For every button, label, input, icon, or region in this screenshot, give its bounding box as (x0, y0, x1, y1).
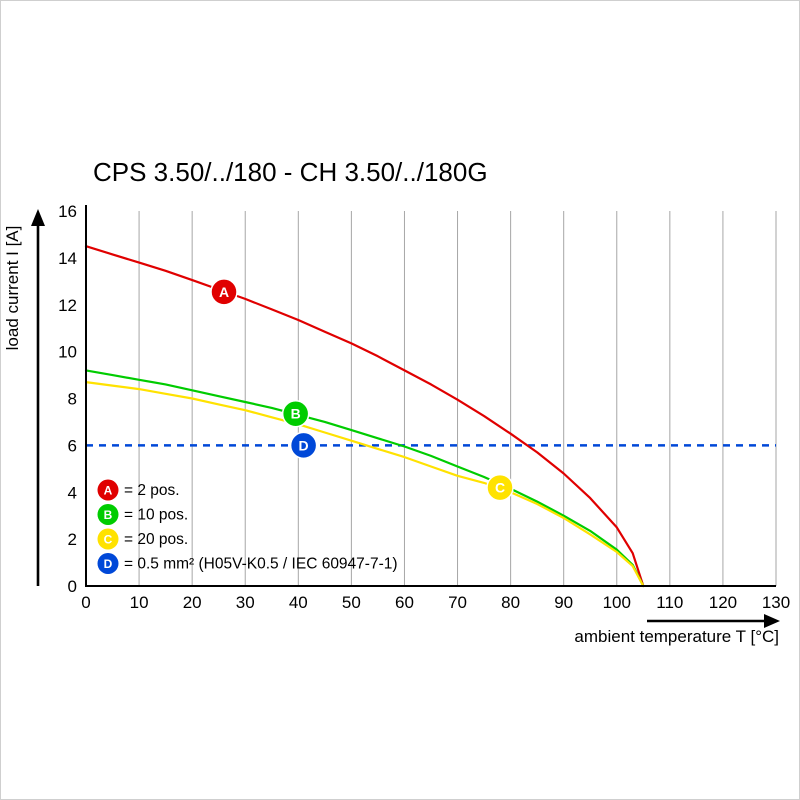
x-tick-label-90: 90 (554, 593, 573, 612)
x-tick-label-40: 40 (289, 593, 308, 612)
y-tick-label-2: 2 (68, 530, 77, 549)
marker-circle-B (281, 399, 310, 428)
y-tick-label-0: 0 (68, 577, 77, 596)
y-axis-label: load current I [A] (3, 226, 22, 351)
legend-label-C: = 20 pos. (124, 531, 188, 548)
legend-swatch-C (97, 528, 119, 550)
x-tick-label-30: 30 (236, 593, 255, 612)
legend-swatch-D (97, 553, 119, 574)
legend-label-A: = 2 pos. (124, 482, 180, 499)
marker-circle-C (486, 473, 514, 502)
marker-letter-B: B (291, 406, 301, 422)
y-tick-label-10: 10 (58, 343, 77, 362)
x-tick-label-0: 0 (81, 593, 90, 612)
x-tick-label-100: 100 (603, 593, 631, 612)
legend-letter-C: C (104, 533, 113, 547)
legend-item-B: B = 10 pos. (97, 504, 188, 525)
x-tick-label-110: 110 (656, 593, 683, 612)
curve-B (84, 369, 645, 588)
legend-letter-A: A (104, 484, 113, 498)
legend-item-D: D = 0.5 mm² (H05V-K0.5 / IEC 60947-7-1) (97, 553, 398, 574)
legend-letter-D: D (104, 557, 113, 571)
y-tick-label-4: 4 (68, 483, 77, 502)
marker-circle-A (210, 278, 238, 306)
y-tick-label-8: 8 (68, 390, 77, 409)
y-tick-label-16: 16 (58, 202, 77, 221)
legend-label-B: = 10 pos. (124, 507, 188, 524)
marker-letter-C: C (495, 480, 505, 496)
legend-item-A: A = 2 pos. (97, 479, 180, 501)
x-tick-label-80: 80 (501, 593, 520, 612)
y-tick-label-12: 12 (58, 296, 77, 315)
curve-C (84, 381, 645, 588)
x-tick-label-60: 60 (395, 593, 414, 612)
marker-letter-D: D (299, 437, 309, 453)
x-tick-label-10: 10 (130, 593, 149, 612)
y-tick-label-14: 14 (58, 249, 77, 268)
legend-swatch-A (97, 479, 119, 501)
marker-A: A (210, 278, 238, 306)
marker-circle-D (289, 431, 318, 460)
legend-swatch-B (97, 504, 119, 525)
legend-letter-B: B (104, 508, 113, 522)
legend-item-C: C = 20 pos. (97, 528, 188, 550)
chart-title: CPS 3.50/../180 - CH 3.50/../180G (93, 157, 488, 187)
x-axis-arrowhead-icon (764, 614, 780, 628)
x-tick-label-70: 70 (448, 593, 467, 612)
x-tick-label-20: 20 (183, 593, 202, 612)
x-tick-label-50: 50 (342, 593, 361, 612)
x-tick-label-120: 120 (709, 593, 737, 612)
y-axis-arrowhead-icon (31, 209, 45, 226)
marker-D: D (289, 431, 318, 460)
x-axis-label: ambient temperature T [°C] (574, 627, 779, 646)
marker-B: B (281, 399, 310, 428)
marker-C: C (486, 473, 514, 502)
curve-A (84, 245, 645, 588)
y-tick-label-6: 6 (68, 436, 77, 455)
x-tick-label-130: 130 (762, 593, 790, 612)
marker-letter-A: A (219, 284, 229, 300)
legend-label-D: = 0.5 mm² (H05V-K0.5 / IEC 60947-7-1) (124, 556, 398, 573)
